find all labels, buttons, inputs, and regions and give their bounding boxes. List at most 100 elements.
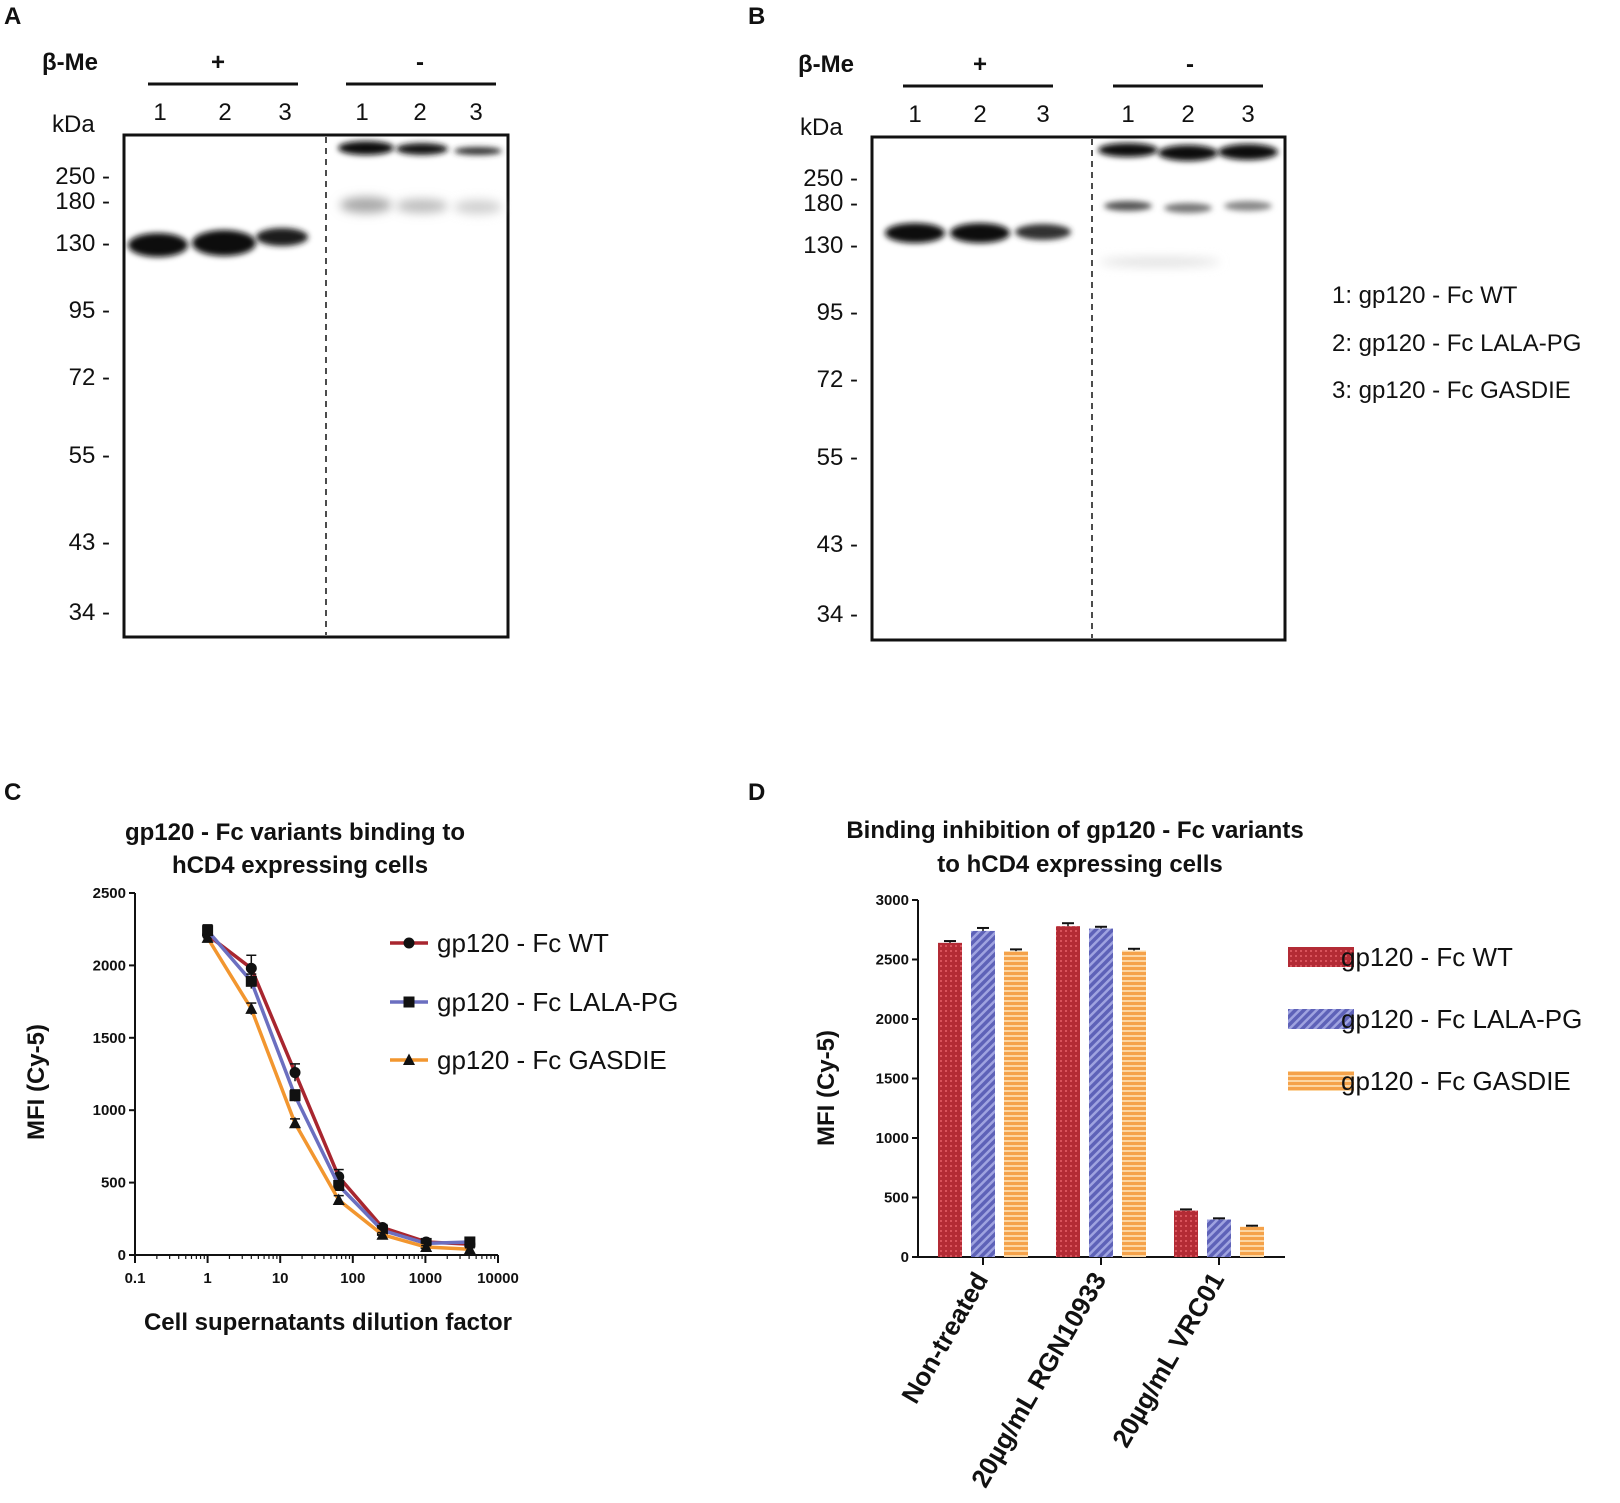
chart-d-bar	[1122, 950, 1146, 1257]
chart-c-point	[420, 1240, 433, 1253]
chart-d-bar	[938, 942, 962, 1257]
chart-d-title-line2: to hCD4 expressing cells	[937, 851, 1222, 878]
gel-a-lane: 2	[218, 99, 231, 126]
gel-b-band	[1218, 144, 1278, 160]
chart-c-point	[289, 1090, 301, 1102]
chart-c-y-tick-label: 1000	[93, 1102, 126, 1119]
chart-d-bar	[1240, 1226, 1264, 1257]
chart-d-category-label: 20µg/mL RGN10933	[965, 1267, 1112, 1492]
chart-c-point	[333, 1179, 345, 1191]
chart-c-legend: gp120 - Fc WT gp120 - Fc LALA-PG gp120 - F…	[390, 928, 678, 1075]
gel-b-band	[1098, 143, 1158, 157]
chart-c-point	[289, 1067, 301, 1079]
chart-d-legend-label: gp120 - Fc WT	[1341, 942, 1513, 972]
chart-d-bar	[1207, 1219, 1231, 1257]
gel-a-band	[454, 200, 502, 214]
chart-c-point	[463, 1242, 476, 1255]
gel-a-band	[256, 228, 308, 246]
gel-b-marker: 43 -	[817, 531, 858, 558]
chart-d-bar	[1089, 928, 1113, 1257]
gel-b-marker: 250 -	[803, 165, 858, 192]
chart-c-point	[376, 1228, 389, 1240]
chart-c-legend-label: gp120 - Fc LALA-PG	[437, 987, 678, 1017]
gel-b-frame	[870, 135, 1287, 642]
panel-label-a: A	[4, 3, 21, 30]
lane-key-item: 1: gp120 - Fc WT	[1332, 282, 1518, 309]
chart-d-y-tick-label: 2000	[876, 1011, 909, 1028]
gel-a-band	[396, 143, 448, 155]
chart-d-y-tick-label: 1500	[876, 1071, 909, 1088]
gel-b-markers: 250 - 180 - 130 - 95 - 72 - 55 - 43 - 34…	[803, 165, 858, 628]
gel-a-marker: 34 -	[69, 599, 110, 626]
gel-a-lanes: 1 2 3 1 2 3	[153, 99, 482, 126]
chart-d-bar	[1004, 951, 1028, 1257]
chart-c: gp120 - Fc variants binding to hCD4 expr…	[23, 819, 678, 1336]
chart-d-y-tick-label: 1000	[876, 1130, 909, 1147]
chart-d-legend-label: gp120 - Fc GASDIE	[1341, 1066, 1571, 1096]
chart-c-series	[201, 924, 476, 1255]
gel-b-band	[1224, 201, 1272, 211]
chart-c-point	[245, 975, 257, 987]
gel-b-lane: 3	[1241, 101, 1254, 128]
chart-d-title-line1: Binding inhibition of gp120 - Fc variant…	[846, 817, 1303, 844]
chart-c-x-tick-label: 10	[272, 1270, 289, 1287]
gel-b-band	[1158, 145, 1218, 161]
gel-a-minus-label: -	[416, 49, 424, 76]
gel-a-marker: 95 -	[69, 297, 110, 324]
chart-c-series-3	[201, 931, 476, 1255]
gel-a-kda-label: kDa	[52, 111, 95, 138]
chart-c-point	[202, 925, 214, 937]
chart-c-y-tick-label: 1500	[93, 1030, 126, 1047]
chart-c-point	[245, 962, 257, 974]
gel-b-marker: 55 -	[817, 444, 858, 471]
chart-c-x-tick-label: 100	[340, 1270, 365, 1287]
chart-c-y-tick-label: 500	[101, 1175, 126, 1192]
chart-c-point	[464, 1236, 476, 1248]
gel-b: β-Me + - 1 2 3 1 2 3 kDa 250 - 180 - 130…	[798, 51, 1287, 642]
panel-label-c: C	[4, 779, 21, 806]
gel-b-band	[1100, 257, 1220, 267]
chart-c-title-line1: gp120 - Fc variants binding to	[125, 819, 465, 846]
chart-c-x-tick-label: 0.1	[125, 1270, 146, 1287]
gel-a-band	[128, 233, 188, 257]
gel-a-lane: 3	[469, 99, 482, 126]
chart-c-x-tick-label: 10000	[477, 1270, 519, 1287]
gel-a-marker: 130 -	[55, 230, 110, 257]
gel-b-marker: 180 -	[803, 190, 858, 217]
chart-d-ylabel: MFI (Cy-5)	[813, 1030, 840, 1146]
gel-a-lane: 1	[355, 99, 368, 126]
chart-d-axes: 050010001500200025003000Non-treated20µg/…	[876, 892, 1285, 1492]
chart-c-y-tick-label: 0	[118, 1247, 126, 1264]
lane-key: 1: gp120 - Fc WT 2: gp120 - Fc LALA-PG 3…	[1332, 282, 1581, 404]
chart-c-y-tick-label: 2000	[93, 957, 126, 974]
gel-a-markers: 250 - 180 - 130 - 95 - 72 - 55 - 43 - 34…	[55, 163, 110, 626]
gel-a: β-Me + - 1 2 3 1 2 3 kDa 250 - 180 - 130…	[42, 49, 510, 639]
gel-a-band	[338, 141, 394, 155]
lane-key-item: 3: gp120 - Fc GASDIE	[1332, 377, 1571, 404]
gel-b-lane: 2	[1181, 101, 1194, 128]
gel-a-marker: 43 -	[69, 529, 110, 556]
lane-key-item: 2: gp120 - Fc LALA-PG	[1332, 330, 1581, 357]
gel-b-lane: 1	[908, 101, 921, 128]
gel-a-marker: 72 -	[69, 364, 110, 391]
chart-d: Binding inhibition of gp120 - Fc variant…	[813, 817, 1582, 1492]
chart-c-x-tick-label: 1000	[409, 1270, 442, 1287]
chart-c-x-tick-label: 1	[203, 1270, 211, 1287]
chart-c-ylabel: MFI (Cy-5)	[23, 1024, 50, 1140]
chart-c-y-tick-label: 2500	[93, 885, 126, 902]
gel-a-marker: 250 -	[55, 163, 110, 190]
chart-c-legend-marker	[403, 937, 415, 949]
gel-b-kda-label: kDa	[800, 114, 843, 141]
panel-label-b: B	[748, 3, 765, 30]
chart-c-point	[201, 931, 214, 943]
chart-d-y-tick-label: 2500	[876, 952, 909, 969]
gel-a-band	[192, 230, 256, 256]
chart-d-legend-swatch	[1288, 1071, 1354, 1091]
chart-c-point	[332, 1193, 345, 1205]
chart-c-point	[245, 1002, 258, 1014]
gel-a-lane: 2	[413, 99, 426, 126]
gel-a-lane: 3	[278, 99, 291, 126]
chart-c-legend-marker	[403, 1053, 415, 1065]
gel-b-bands	[885, 143, 1278, 267]
